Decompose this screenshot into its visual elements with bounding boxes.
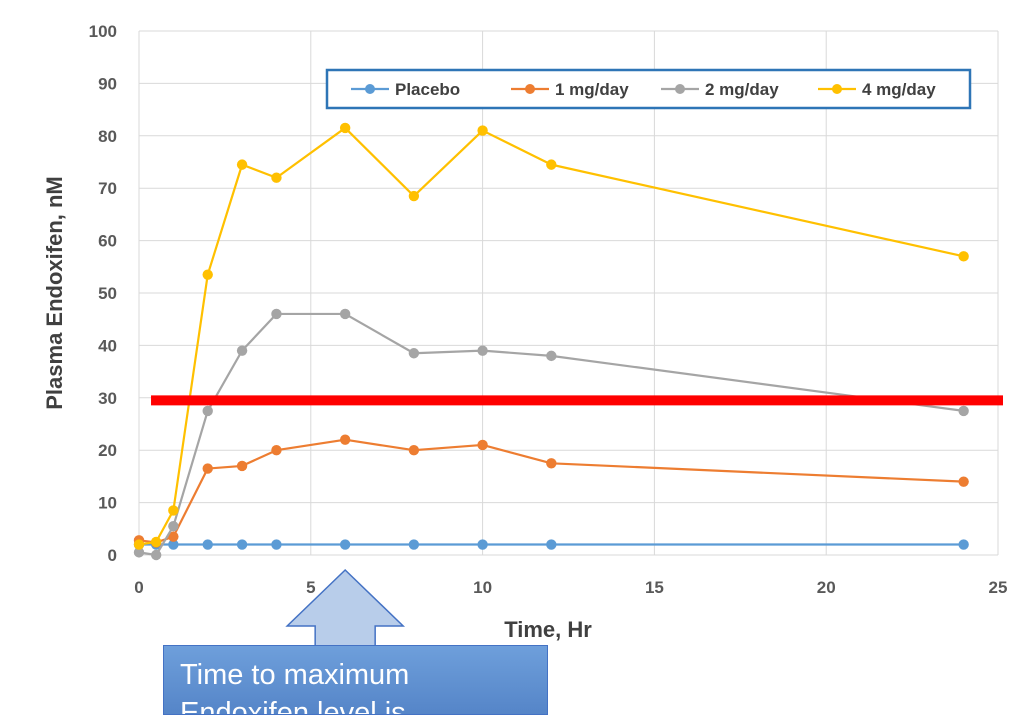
series-2-mg-day: [133, 308, 969, 561]
callout-arrow: [285, 568, 406, 647]
data-point: [271, 172, 282, 183]
y-tick-label: 40: [98, 336, 117, 355]
data-point: [133, 547, 145, 558]
series-1-mg-day: [133, 434, 969, 548]
data-point: [236, 460, 248, 472]
legend-label: 1 mg/day: [555, 80, 629, 99]
legend-marker: [675, 84, 685, 94]
data-point: [202, 405, 213, 417]
series-line: [138, 438, 964, 544]
data-point: [339, 539, 351, 550]
legend-marker: [525, 84, 535, 94]
data-point: [339, 308, 351, 320]
data-point: [202, 539, 213, 550]
data-point: [202, 463, 213, 474]
data-point: [271, 539, 282, 550]
legend-marker: [832, 84, 842, 94]
legend-label: Placebo: [395, 80, 460, 99]
series-4-mg-day: [133, 122, 969, 550]
data-point: [958, 405, 969, 417]
x-tick-label: 25: [989, 578, 1008, 597]
legend-box: [325, 68, 972, 110]
data-point: [271, 445, 282, 456]
data-point: [168, 539, 179, 550]
y-tick-label: 60: [98, 232, 117, 251]
data-point: [168, 505, 179, 516]
data-point: [271, 308, 282, 320]
data-point: [150, 549, 162, 561]
data-point: [168, 531, 179, 542]
data-point: [150, 536, 162, 548]
data-point: [408, 348, 420, 359]
series-placebo: [133, 539, 969, 550]
data-point: [546, 458, 557, 469]
data-point: [958, 539, 969, 550]
data-point: [236, 345, 248, 356]
legend-label: 4 mg/day: [862, 80, 936, 99]
y-tick-label: 20: [98, 441, 117, 460]
data-point: [408, 539, 420, 550]
callout-box: Time to maximum Endoxifen level is: [163, 645, 548, 715]
data-point: [477, 125, 488, 136]
data-point: [477, 539, 488, 550]
data-point: [339, 122, 351, 134]
data-point: [546, 159, 557, 170]
data-point: [202, 269, 213, 280]
y-tick-label: 70: [98, 179, 117, 198]
x-tick-label: 0: [134, 578, 143, 597]
x-tick-label: 5: [306, 578, 315, 597]
x-tick-label: 20: [817, 578, 836, 597]
y-tick-label: 10: [98, 494, 117, 513]
data-point: [958, 476, 969, 487]
data-point: [168, 520, 179, 532]
data-point: [477, 439, 488, 451]
data-point: [236, 159, 248, 170]
y-tick-label: 50: [98, 284, 117, 303]
y-tick-label: 0: [108, 546, 117, 565]
y-tick-label: 30: [98, 389, 117, 408]
data-point: [408, 445, 420, 456]
data-point: [477, 345, 488, 356]
data-point: [546, 350, 557, 362]
axis-ticks: 0 10 20 30 40 50 60 70 80 90 100 0 5 10 15 20 25: [89, 22, 1008, 597]
chart-legend: Placebo 1 mg/day 2 mg/day 4 mg/day: [325, 68, 972, 110]
data-point: [958, 251, 969, 262]
data-point: [408, 190, 420, 202]
legend-label: 2 mg/day: [705, 80, 779, 99]
gridlines: [138, 30, 999, 556]
y-tick-label: 100: [89, 22, 117, 41]
y-tick-label: 80: [98, 127, 117, 146]
y-tick-label: 90: [98, 74, 117, 93]
series-lines: [133, 122, 969, 561]
data-point: [339, 434, 351, 445]
data-point: [236, 539, 248, 550]
callout-text: Time to maximum Endoxifen level is: [180, 659, 410, 715]
legend-marker: [365, 84, 375, 94]
x-tick-label: 15: [645, 578, 664, 597]
series-line: [138, 126, 964, 546]
data-point: [133, 539, 145, 550]
x-axis-title: Time, Hr: [504, 617, 592, 642]
data-point: [546, 539, 557, 550]
series-line: [138, 312, 964, 557]
x-tick-label: 10: [473, 578, 492, 597]
y-axis-title: Plasma Endoxifen, nM: [42, 176, 67, 410]
